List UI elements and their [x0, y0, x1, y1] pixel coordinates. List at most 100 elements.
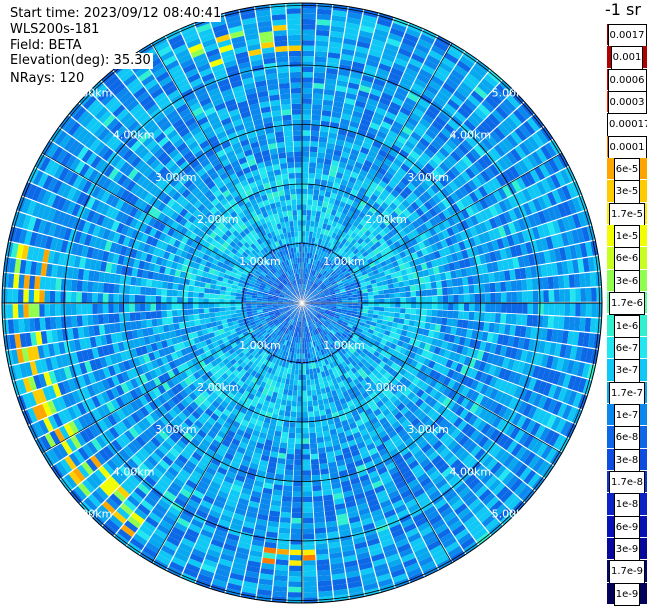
colorbar-label: 1e-5	[613, 225, 641, 249]
colorbar-label: 6e-5	[613, 158, 641, 182]
colorbar-label: 0.00017	[607, 113, 647, 137]
range-ring-label: 3.00km	[407, 423, 449, 436]
range-ring-label: 2.00km	[197, 213, 239, 226]
colorbar-bin: 1e-7	[607, 403, 647, 428]
colorbar-bin: 0.001	[607, 46, 647, 70]
colorbar-bin: 3e-9	[607, 537, 647, 562]
colorbar-bin: 0.00017	[607, 113, 647, 137]
center-ray-line	[249, 272, 303, 304]
colorbar-bin: 1e-8	[607, 493, 647, 517]
range-ring-label: 1.00km	[239, 255, 281, 268]
instrument-label: WLS200s-181	[10, 22, 100, 37]
colorbar-bin: 0.0017	[607, 24, 647, 48]
colorbar-bin: 6e-6	[607, 247, 647, 271]
colorbar-label: 6e-8	[613, 426, 641, 450]
colorbar-bin: 1.7e-8	[607, 470, 647, 495]
center-ray-line	[301, 287, 361, 304]
range-ring-label: 2.00km	[365, 381, 407, 394]
colorbar-label: 6e-7	[613, 336, 641, 361]
colorbar-bin: 3e-8	[607, 448, 647, 472]
colorbar-label: 3e-8	[613, 448, 641, 472]
colorbar-label: 1e-6	[613, 314, 641, 338]
range-ring-label: 5.00km	[492, 87, 534, 100]
colorbar-label: 1e-7	[613, 403, 641, 428]
colorbar-bin: 0.0003	[607, 91, 647, 115]
range-ring-label: 5.00km	[492, 507, 534, 520]
colorbar-bin: 1.7e-5	[607, 202, 647, 227]
range-ring-label: 1.00km	[323, 339, 365, 352]
range-ring-label: 1.00km	[239, 339, 281, 352]
center-ray-line	[301, 244, 318, 304]
range-ring-label: 3.00km	[155, 423, 197, 436]
center-ray-line	[301, 260, 345, 304]
range-ring-label: 3.00km	[407, 171, 449, 184]
center-ray-line	[271, 302, 303, 356]
center-ray-line	[301, 250, 333, 304]
nrays-label: NRays: 120	[10, 71, 85, 86]
colorbar-bin: 1.7e-9	[607, 560, 647, 584]
colorbar-label: 3e-5	[613, 180, 641, 204]
colorbar-label: 1.7e-8	[608, 470, 646, 495]
range-ring-label: 5.00km	[71, 87, 113, 100]
colorbar-bin: 3e-7	[607, 359, 647, 383]
center-ray-line	[286, 244, 303, 304]
center-ray-line	[301, 302, 361, 319]
center-ray-line	[301, 302, 318, 362]
center-ray-line	[301, 302, 355, 334]
azimuth-lines	[2, 3, 602, 603]
center-ray-line	[243, 287, 303, 304]
colorbar-bin: 3e-6	[607, 269, 647, 294]
colorbar-label: 1.7e-7	[608, 381, 646, 405]
colorbar-label: 3e-7	[613, 359, 641, 383]
colorbar-label: 1e-9	[613, 582, 641, 606]
range-ring-label: 4.00km	[113, 465, 155, 478]
ppi-scan-plot: 1.00km 1.00km 1.00km 1.00km 2.00km 2.00km 2.00…	[1, 2, 603, 604]
center-ray-line	[259, 260, 303, 304]
center-ray-line	[249, 302, 303, 334]
colorbar-label: 6e-9	[613, 515, 641, 539]
colorbar-bin: 0.0006	[607, 68, 647, 93]
colorbar-label: 0.0003	[607, 91, 647, 115]
range-ring-label: 2.00km	[365, 213, 407, 226]
range-ring-label: 4.00km	[450, 465, 492, 478]
colorbar-label: 0.0001	[607, 135, 647, 160]
colorbar-label: 1.7e-9	[608, 560, 646, 584]
colorbar-bin: 6e-7	[607, 336, 647, 361]
start-time-label: Start time: 2023/09/12 08:40:41	[10, 6, 222, 22]
colorbar-label: 0.0017	[607, 24, 647, 48]
center-ray-line	[259, 302, 303, 346]
center-ray-line	[301, 272, 355, 304]
colorbar-label: 0.001	[610, 46, 644, 70]
colorbar-bin: 0.0001	[607, 135, 647, 160]
colorbar-label: 6e-6	[613, 247, 641, 271]
colorbar-bin: 6e-9	[607, 515, 647, 539]
range-labels: 1.00km 1.00km 1.00km 1.00km 2.00km 2.00km 2.00…	[71, 87, 533, 521]
range-ring-label: 1.00km	[323, 255, 365, 268]
colorbar-label: 1e-8	[613, 493, 641, 517]
center-ray-line	[301, 302, 333, 356]
center-ray-line	[243, 302, 303, 319]
range-ring-label: 5.00km	[71, 507, 113, 520]
colorbar-bin: 1.7e-7	[607, 381, 647, 405]
elevation-label: Elevation(deg): 35.30	[10, 53, 153, 69]
colorbar-label: 1.7e-5	[608, 202, 646, 227]
center-ray-line	[286, 302, 303, 362]
colorbar-label: 3e-9	[613, 537, 641, 562]
range-ring-label: 4.00km	[450, 129, 492, 142]
colorbar-legend: 0.0017 0.001 0.0006 0.0003 0.00017 0.0001 6e-5…	[607, 0, 647, 607]
colorbar-bin: 1e-9	[607, 582, 647, 606]
units-label: -1 sr	[605, 0, 641, 19]
center-ray-line	[271, 250, 303, 304]
colorbar-bin: 3e-5	[607, 180, 647, 204]
center-ray-line	[301, 302, 345, 346]
colorbar-bin: 1.7e-6	[607, 292, 647, 316]
colorbar-label: 0.0006	[607, 68, 647, 93]
colorbar-bin: 6e-8	[607, 426, 647, 450]
colorbar-label: 1.7e-6	[608, 292, 646, 316]
colorbar-bin: 1e-6	[607, 314, 647, 338]
field-label: Field: BETA	[10, 38, 82, 53]
range-ring-label: 2.00km	[197, 381, 239, 394]
range-ring-label: 3.00km	[155, 171, 197, 184]
range-ring-label: 4.00km	[113, 129, 155, 142]
colorbar-bin: 6e-5	[607, 158, 647, 182]
